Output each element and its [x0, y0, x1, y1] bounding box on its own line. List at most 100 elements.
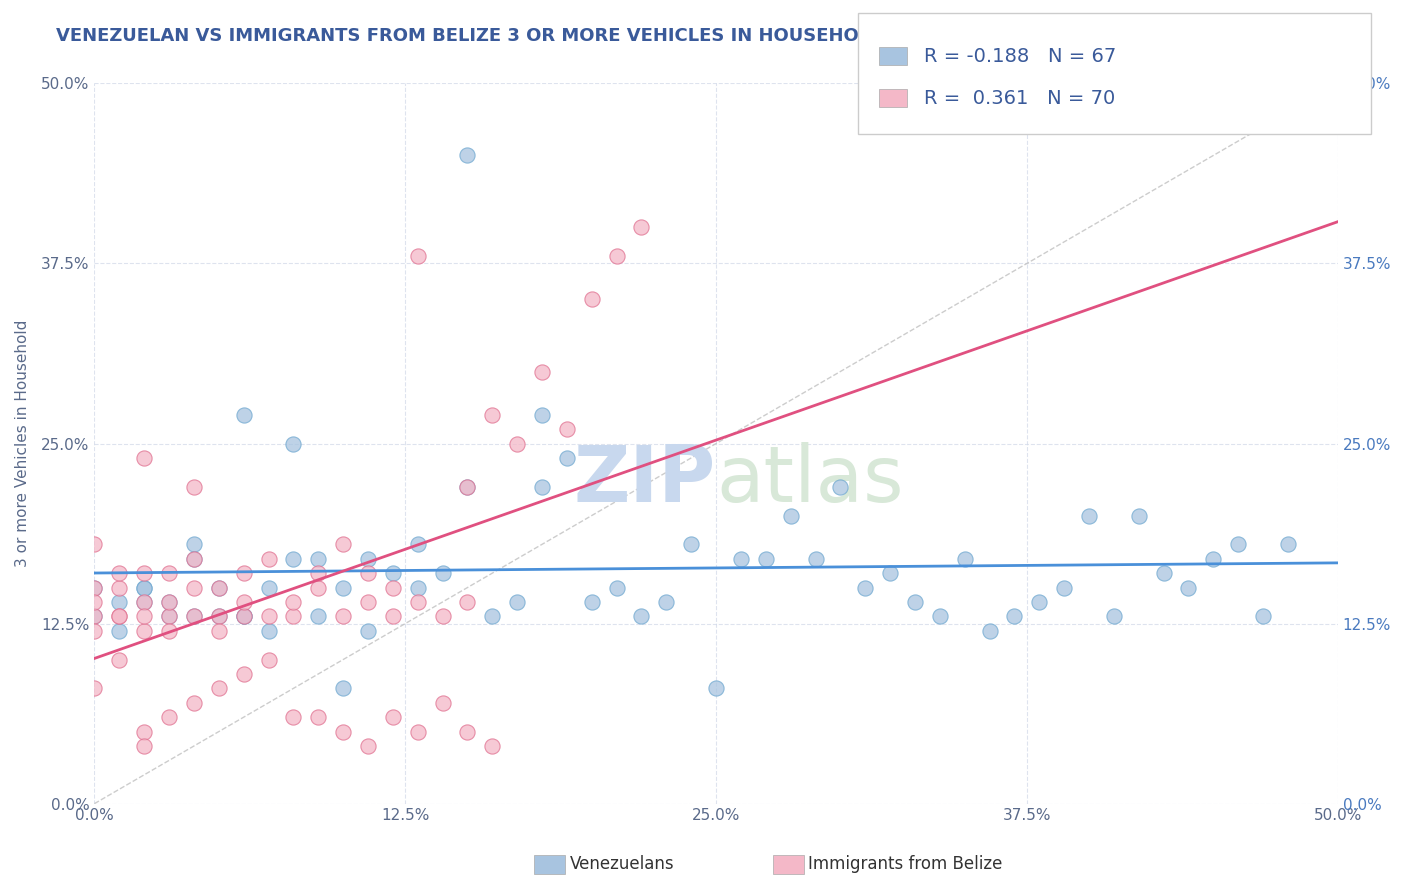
Point	[381, 609, 404, 624]
Point	[257, 551, 280, 566]
Point	[456, 595, 478, 609]
Point	[357, 739, 380, 753]
Point	[83, 595, 105, 609]
Text: ZIP: ZIP	[574, 442, 716, 517]
Point	[307, 581, 329, 595]
Y-axis label: 3 or more Vehicles in Household: 3 or more Vehicles in Household	[15, 320, 30, 567]
Point	[183, 551, 205, 566]
Point	[108, 595, 131, 609]
Point	[332, 537, 354, 551]
Point	[108, 566, 131, 581]
Point	[879, 566, 901, 581]
Point	[232, 595, 254, 609]
Point	[953, 551, 976, 566]
Point	[257, 624, 280, 638]
Point	[134, 595, 156, 609]
Point	[257, 652, 280, 666]
Point	[630, 609, 652, 624]
Point	[1177, 581, 1199, 595]
Point	[232, 609, 254, 624]
Point	[257, 609, 280, 624]
Point	[432, 696, 454, 710]
Point	[83, 624, 105, 638]
Point	[357, 624, 380, 638]
Point	[83, 609, 105, 624]
Point	[134, 581, 156, 595]
Text: atlas: atlas	[716, 442, 904, 517]
Point	[406, 595, 429, 609]
Point	[108, 624, 131, 638]
Point	[432, 566, 454, 581]
Point	[134, 581, 156, 595]
Point	[681, 537, 703, 551]
Text: R =  0.361   N = 70: R = 0.361 N = 70	[924, 88, 1115, 108]
Point	[381, 581, 404, 595]
Point	[183, 609, 205, 624]
Point	[704, 681, 727, 696]
Point	[108, 652, 131, 666]
Point	[530, 480, 553, 494]
Text: VENEZUELAN VS IMMIGRANTS FROM BELIZE 3 OR MORE VEHICLES IN HOUSEHOLD CORRELATION: VENEZUELAN VS IMMIGRANTS FROM BELIZE 3 O…	[56, 27, 1107, 45]
Point	[134, 739, 156, 753]
Point	[804, 551, 827, 566]
Point	[357, 566, 380, 581]
Point	[1227, 537, 1250, 551]
Point	[581, 595, 603, 609]
Point	[1128, 508, 1150, 523]
Point	[406, 537, 429, 551]
Point	[979, 624, 1001, 638]
Point	[283, 609, 305, 624]
Point	[232, 408, 254, 422]
Point	[481, 408, 503, 422]
Text: R = -0.188   N = 67: R = -0.188 N = 67	[924, 46, 1116, 66]
Point	[134, 566, 156, 581]
Point	[157, 609, 180, 624]
Point	[307, 551, 329, 566]
Point	[530, 364, 553, 378]
Point	[183, 480, 205, 494]
Point	[108, 609, 131, 624]
Point	[332, 724, 354, 739]
Point	[134, 609, 156, 624]
Point	[183, 551, 205, 566]
Point	[506, 436, 529, 450]
Point	[1002, 609, 1025, 624]
Point	[381, 566, 404, 581]
Point	[83, 581, 105, 595]
Point	[332, 581, 354, 595]
Point	[83, 581, 105, 595]
Point	[134, 624, 156, 638]
Point	[157, 566, 180, 581]
Point	[506, 595, 529, 609]
Point	[208, 581, 231, 595]
Point	[432, 609, 454, 624]
Point	[183, 609, 205, 624]
Point	[755, 551, 778, 566]
Point	[357, 551, 380, 566]
Point	[108, 581, 131, 595]
Point	[406, 249, 429, 263]
Point	[232, 609, 254, 624]
Point	[779, 508, 801, 523]
Text: Immigrants from Belize: Immigrants from Belize	[808, 855, 1002, 873]
Point	[232, 667, 254, 681]
Point	[307, 566, 329, 581]
Point	[481, 609, 503, 624]
Point	[555, 450, 578, 465]
Point	[555, 422, 578, 436]
Point	[232, 566, 254, 581]
Point	[1202, 551, 1225, 566]
Point	[530, 408, 553, 422]
Point	[1053, 581, 1076, 595]
Point	[83, 681, 105, 696]
Point	[581, 293, 603, 307]
Point	[630, 220, 652, 235]
Point	[208, 624, 231, 638]
Point	[381, 710, 404, 724]
Point	[406, 724, 429, 739]
Point	[307, 710, 329, 724]
Point	[1102, 609, 1125, 624]
Point	[456, 148, 478, 162]
Point	[134, 595, 156, 609]
Point	[83, 609, 105, 624]
